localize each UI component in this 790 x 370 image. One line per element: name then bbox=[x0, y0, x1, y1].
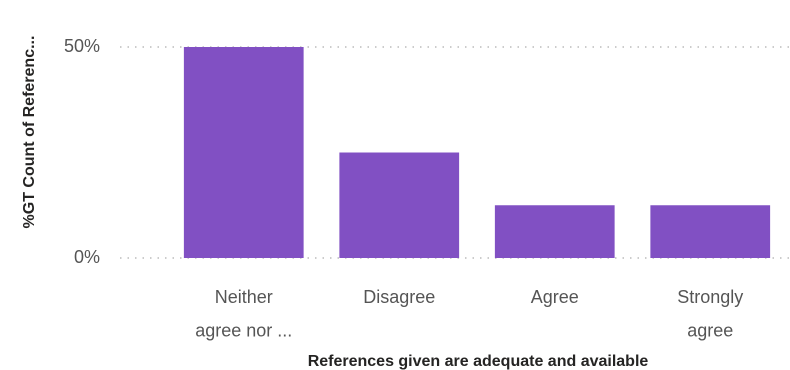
x-tick-label: Agree bbox=[531, 287, 579, 307]
bar bbox=[494, 205, 615, 258]
x-tick-label: Strongly agree bbox=[677, 287, 743, 340]
x-axis-title: References given are adequate and availa… bbox=[308, 353, 649, 370]
bar bbox=[650, 205, 771, 258]
y-axis-title: %GT Count of Referenc... bbox=[21, 36, 38, 229]
x-tick-label: Neither agree nor ... bbox=[195, 287, 292, 340]
y-tick-label: 0% bbox=[74, 247, 100, 267]
bar bbox=[183, 47, 304, 258]
bar bbox=[339, 152, 460, 258]
y-tick-label: 50% bbox=[64, 36, 100, 56]
x-tick-label: Disagree bbox=[363, 287, 435, 307]
